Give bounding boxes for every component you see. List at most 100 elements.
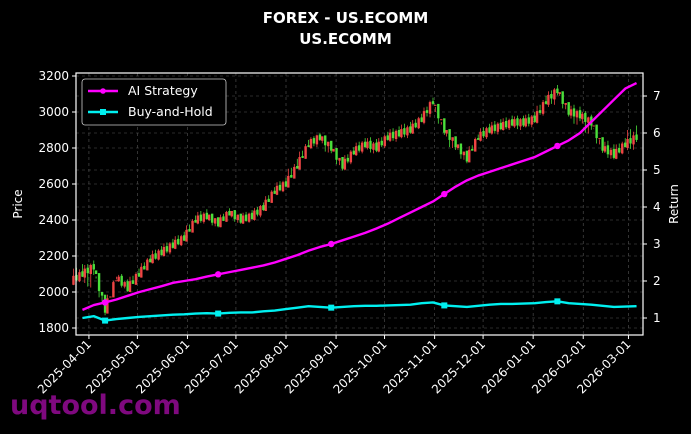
candle-body: [375, 142, 378, 151]
candle-body: [247, 213, 251, 222]
candle-body: [309, 139, 313, 148]
candle-body: [228, 211, 231, 216]
candle-body: [632, 135, 635, 145]
candle-body: [256, 209, 259, 215]
candle-body: [293, 166, 296, 179]
y2-tick-label: 7: [653, 89, 661, 103]
candle-body: [162, 247, 166, 256]
candle-body: [324, 135, 327, 146]
candle-body: [174, 239, 177, 249]
candle-body: [598, 138, 601, 140]
ai-strategy-line-marker: [214, 271, 222, 278]
candle-body: [459, 143, 463, 155]
candle-body: [330, 140, 333, 151]
candle-body: [601, 137, 604, 151]
candle-body: [109, 296, 112, 298]
candle-body: [456, 144, 460, 148]
candle-body: [120, 275, 123, 286]
candle-body: [544, 101, 548, 104]
y-tick-label: 2600: [38, 177, 69, 191]
candle-body: [112, 282, 115, 298]
candle-body: [290, 175, 293, 178]
candle-body: [372, 143, 375, 150]
candle-body: [117, 276, 120, 282]
candle-body: [327, 141, 330, 147]
candle-body: [335, 148, 338, 160]
ai-strategy-line-marker: [554, 142, 561, 150]
candle-body: [471, 148, 474, 151]
candle-body: [592, 125, 595, 127]
candle-body: [516, 118, 519, 126]
buy-and-hold-line-marker: [102, 317, 109, 324]
candle-body: [501, 121, 505, 130]
y2-tick-label: 6: [653, 126, 661, 140]
y2-tick-label: 2: [653, 274, 661, 288]
candle-body: [388, 132, 392, 141]
y2-axis-label: Return: [667, 184, 681, 224]
buy-and-hold-line-marker: [554, 298, 561, 305]
candle-body: [440, 119, 443, 121]
candle-body: [284, 181, 288, 187]
candle-body: [250, 212, 254, 220]
candle-body: [510, 119, 514, 126]
candle-body: [507, 120, 511, 129]
candle-body: [281, 182, 285, 192]
buy-and-hold-line: [82, 300, 637, 322]
candle-body: [123, 282, 126, 287]
candle-body: [94, 270, 98, 274]
candle-body: [191, 220, 194, 233]
candle-body: [578, 110, 582, 119]
candle-body: [343, 158, 347, 170]
candle-body: [465, 150, 469, 162]
candle-body: [259, 206, 262, 216]
y-tick-label: 3200: [38, 69, 69, 83]
candle-body: [321, 136, 324, 141]
y-tick-label: 2400: [38, 213, 69, 227]
candle-body: [445, 130, 448, 134]
candle-body: [493, 124, 497, 131]
candle-body: [524, 118, 527, 127]
candle-body: [341, 157, 344, 169]
candle-body: [504, 121, 508, 128]
candle-body: [572, 108, 576, 117]
candle-body: [346, 157, 350, 162]
candle-body: [369, 140, 372, 149]
candle-body: [414, 122, 417, 128]
candle-body: [609, 149, 613, 156]
candle-body: [561, 91, 564, 104]
buy-and-hold-line-marker: [441, 302, 448, 309]
candle-body: [477, 138, 480, 140]
candle-body: [621, 143, 624, 154]
candle-body: [349, 151, 353, 163]
candle-body: [635, 134, 638, 140]
ai-strategy-line-marker: [328, 240, 335, 248]
ai-strategy-line: [81, 81, 638, 311]
candle-body: [462, 151, 466, 156]
candle-body: [78, 272, 81, 282]
candle-body: [146, 259, 149, 271]
candle-body: [530, 116, 533, 125]
candle-body: [168, 243, 172, 253]
candle-body: [239, 213, 242, 223]
candle-body: [448, 129, 451, 140]
candle-body: [624, 142, 627, 148]
candle-body: [126, 281, 129, 292]
candle-body: [253, 210, 256, 220]
buy-and-hold-line-marker: [328, 304, 335, 311]
candle-body: [603, 146, 607, 152]
candle-body: [558, 92, 561, 94]
candle-body: [522, 118, 525, 126]
candle-body: [210, 213, 214, 223]
candle-body: [406, 127, 409, 136]
candle-body: [97, 273, 101, 292]
candle-body: [100, 292, 104, 296]
candle-body: [403, 128, 406, 135]
candle-body: [275, 185, 279, 195]
y2-tick-label: 1: [653, 311, 661, 325]
candle-body: [352, 150, 356, 155]
candle-body: [556, 88, 559, 94]
candle-body: [409, 126, 412, 133]
candle-body: [535, 111, 539, 123]
candle-body: [236, 214, 239, 220]
candle-body: [81, 271, 84, 277]
